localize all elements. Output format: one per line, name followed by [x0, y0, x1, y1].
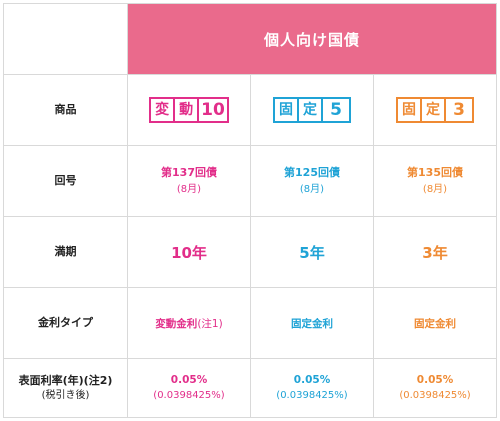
maturity-row: 満期 10年 5年 3年	[3, 216, 498, 288]
series-cell: 第125回債 (8月)	[250, 145, 374, 217]
header-row: 個人向け国債	[3, 3, 498, 75]
bond-comparison-table: 個人向け国債 商品 変 動 10 固 定 5 固 定 3 回号	[3, 3, 498, 418]
row-label-coupon-rate: 表面利率(年)(注2) (税引き後)	[3, 358, 128, 418]
row-label-series: 回号	[3, 145, 128, 217]
badge-number: 5	[323, 99, 349, 121]
product-row: 商品 変 動 10 固 定 5 固 定 3	[3, 74, 498, 146]
row-label-rate-type: 金利タイプ	[3, 287, 128, 359]
badge-char: 固	[275, 99, 297, 121]
maturity-value: 5年	[250, 216, 374, 288]
coupon-rate-row: 表面利率(年)(注2) (税引き後) 0.05% (0.0398425%) 0.…	[3, 358, 498, 418]
coupon-rate-value: 0.05%	[416, 373, 454, 386]
badge-char: 定	[422, 99, 445, 121]
series-number: 第135回債	[407, 166, 463, 180]
badge-char: 定	[299, 99, 321, 121]
series-number: 第137回債	[161, 166, 217, 180]
variable-10-badge: 変 動 10	[149, 97, 229, 123]
product-cell-fixed-3: 固 定 3	[372, 74, 498, 146]
coupon-rate-cell: 0.05% (0.0398425%)	[127, 358, 251, 418]
rate-type-row: 金利タイプ 変動金利(注1) 固定金利 固定金利	[3, 287, 498, 359]
row-label-maturity: 満期	[3, 216, 128, 288]
product-cell-fixed-5: 固 定 5	[250, 74, 374, 146]
rate-type-value: 固定金利	[291, 317, 333, 330]
rate-type-cell: 固定金利	[372, 287, 498, 359]
fixed-5-badge: 固 定 5	[273, 97, 351, 123]
coupon-rate-after-tax: (0.0398425%)	[399, 390, 471, 402]
row-label-coupon-rate-main: 表面利率(年)(注2)	[18, 373, 113, 387]
rate-type-cell: 変動金利(注1)	[127, 287, 251, 359]
series-cell: 第137回債 (8月)	[127, 145, 251, 217]
coupon-rate-after-tax: (0.0398425%)	[153, 390, 225, 402]
coupon-rate-after-tax: (0.0398425%)	[276, 390, 348, 402]
maturity-value: 3年	[372, 216, 498, 288]
badge-char: 動	[175, 99, 198, 121]
series-row: 回号 第137回債 (8月) 第125回債 (8月) 第135回債 (8月)	[3, 145, 498, 217]
coupon-rate-value: 0.05%	[170, 373, 208, 386]
maturity-value: 10年	[127, 216, 251, 288]
rate-type-note: (注1)	[197, 317, 223, 330]
row-label-coupon-rate-sub: (税引き後)	[41, 389, 90, 401]
badge-number: 3	[446, 99, 473, 121]
rate-type-cell: 固定金利	[250, 287, 374, 359]
corner-cell	[3, 3, 128, 75]
coupon-rate-cell: 0.05% (0.0398425%)	[250, 358, 374, 418]
series-month: (8月)	[176, 183, 202, 195]
rate-type-value: 固定金利	[414, 317, 457, 330]
series-month: (8月)	[299, 183, 325, 195]
series-month: (8月)	[422, 183, 448, 195]
rate-type-value: 変動金利	[155, 317, 198, 330]
row-label-product: 商品	[3, 74, 128, 146]
fixed-3-badge: 固 定 3	[396, 97, 475, 123]
badge-char: 変	[151, 99, 174, 121]
product-cell-variable-10: 変 動 10	[127, 74, 251, 146]
coupon-rate-cell: 0.05% (0.0398425%)	[372, 358, 498, 418]
coupon-rate-value: 0.05%	[293, 373, 331, 386]
table-title: 個人向け国債	[126, 3, 498, 75]
badge-number: 10	[199, 99, 227, 121]
series-number: 第125回債	[284, 166, 340, 180]
series-cell: 第135回債 (8月)	[372, 145, 498, 217]
badge-char: 固	[398, 99, 421, 121]
